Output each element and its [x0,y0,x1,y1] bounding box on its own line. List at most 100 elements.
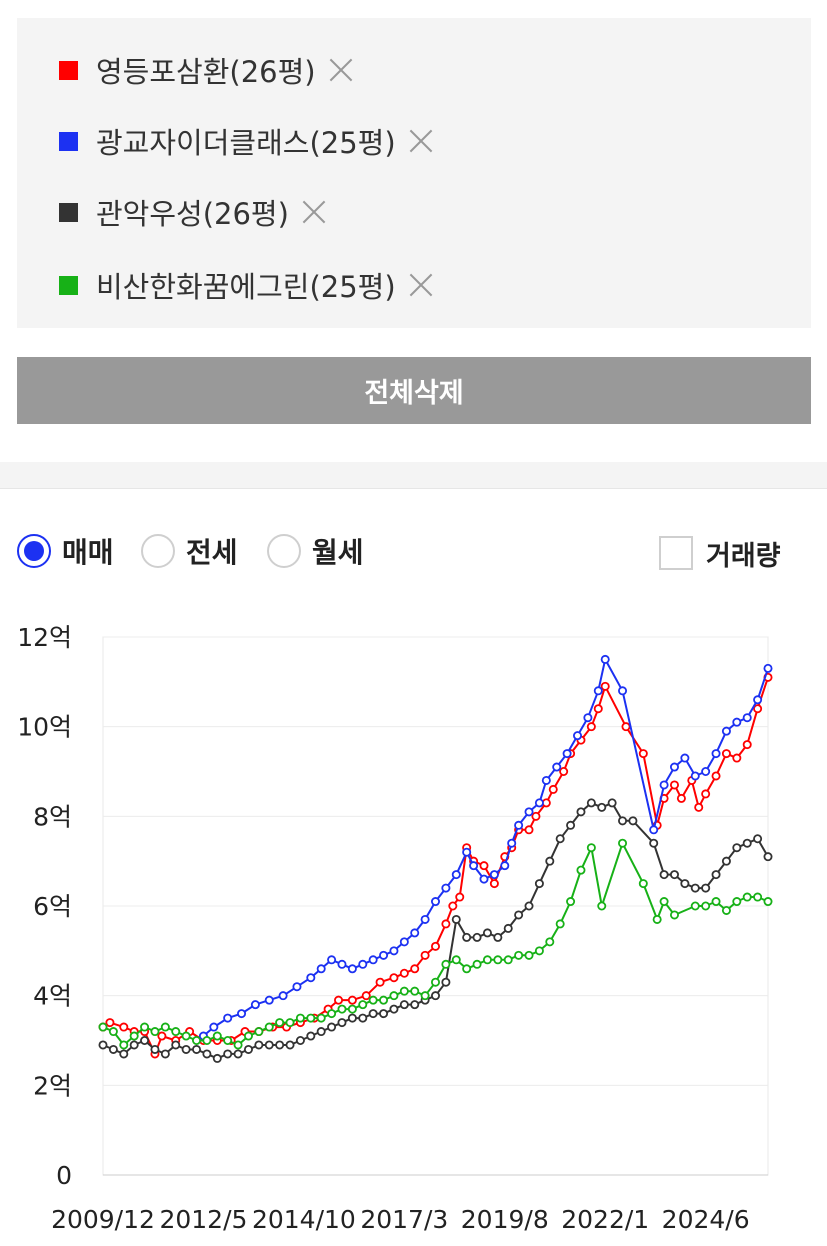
data-point [337,1018,347,1028]
data-point [389,1004,399,1014]
remove-icon[interactable] [408,272,434,298]
data-point [119,1049,129,1059]
data-point [676,793,686,803]
data-point [347,995,357,1005]
data-point [753,892,763,902]
data-point [524,901,534,911]
x-tick-label: 2009/12 [51,1205,155,1234]
data-point [659,897,669,907]
data-point [586,722,596,732]
data-point [479,874,489,884]
data-point [389,946,399,956]
data-point [233,1040,243,1050]
clear-all-button[interactable]: 전체삭제 [17,357,811,424]
data-point [586,843,596,853]
data-point [489,879,499,889]
data-point [410,986,420,996]
data-point [202,1035,212,1045]
x-tick-label: 2022/1 [561,1205,649,1234]
data-point [306,973,316,983]
data-point [462,932,472,942]
data-point [212,1053,222,1063]
data-point [150,1027,160,1037]
data-point [628,816,638,826]
data-point [347,1004,357,1014]
data-point [292,982,302,992]
legend-item: 광교자이더클래스(25평) [59,121,434,161]
remove-icon[interactable] [328,57,354,83]
data-point [593,686,603,696]
data-point [711,870,721,880]
data-point [583,713,593,723]
data-point [701,766,711,776]
y-tick-label: 6억 [33,892,72,921]
data-point [652,914,662,924]
data-point [358,1013,368,1023]
data-point [98,1022,108,1032]
data-point [472,932,482,942]
data-point [690,883,700,893]
legend-swatch-red [59,60,78,80]
remove-icon[interactable] [301,199,327,225]
data-point [451,955,461,965]
data-point [576,807,586,817]
data-point [721,905,731,915]
data-point [489,870,499,880]
radio-monthly-rent[interactable]: 월세 [267,531,364,571]
data-point [347,964,357,974]
chart-axes: 0 2억 4억 6억 8억 10억 12억 2009/12 2012/5 2014/10 2017/… [17,623,768,1234]
legend-item: 영등포삼환(26평) [59,50,354,90]
remove-icon[interactable] [408,128,434,154]
data-point [358,1000,368,1010]
data-point [753,834,763,844]
data-point [753,704,763,714]
data-point [264,1040,274,1050]
data-point [399,968,409,978]
data-point [534,798,544,808]
data-point [763,663,773,673]
data-point [327,1022,337,1032]
data-point [430,941,440,951]
data-point [472,959,482,969]
data-point [410,1000,420,1010]
volume-toggle[interactable]: 거래량 [659,534,781,572]
data-point [105,1018,115,1028]
data-point [316,1027,326,1037]
data-point [209,1022,219,1032]
data-point [430,897,440,907]
data-point [389,991,399,1001]
data-point [223,1049,233,1059]
data-point [555,919,565,929]
data-point [618,686,628,696]
data-point [541,775,551,785]
data-point [455,892,465,902]
x-tick-label: 2017/3 [360,1205,448,1234]
data-point [669,870,679,880]
data-point [410,964,420,974]
radio-label: 전세 [186,536,238,569]
data-point [711,897,721,907]
legend-label: 비산한화꿈에그린(25평) [96,270,396,304]
data-point [721,749,731,759]
radio-sale[interactable]: 매매 [17,531,114,571]
data-point [441,959,451,969]
x-tick-label: 2014/10 [252,1205,356,1234]
data-point [361,991,371,1001]
data-point [534,946,544,956]
radio-jeonse[interactable]: 전세 [141,531,238,571]
data-point [597,901,607,911]
y-tick-label: 10억 [17,713,72,742]
compare-legend-panel: 영등포삼환(26평) 광교자이더클래스(25평) 관악우성(26평) 비산한화꿈… [17,18,811,328]
data-point [233,1049,243,1059]
data-point [586,798,596,808]
data-point [410,928,420,938]
data-point [368,1009,378,1019]
data-point [160,1049,170,1059]
data-point [742,713,752,723]
data-point [500,861,510,871]
data-point [534,879,544,889]
series-line [98,798,773,1063]
data-point [763,852,773,862]
data-point [243,1031,253,1041]
data-point [264,995,274,1005]
